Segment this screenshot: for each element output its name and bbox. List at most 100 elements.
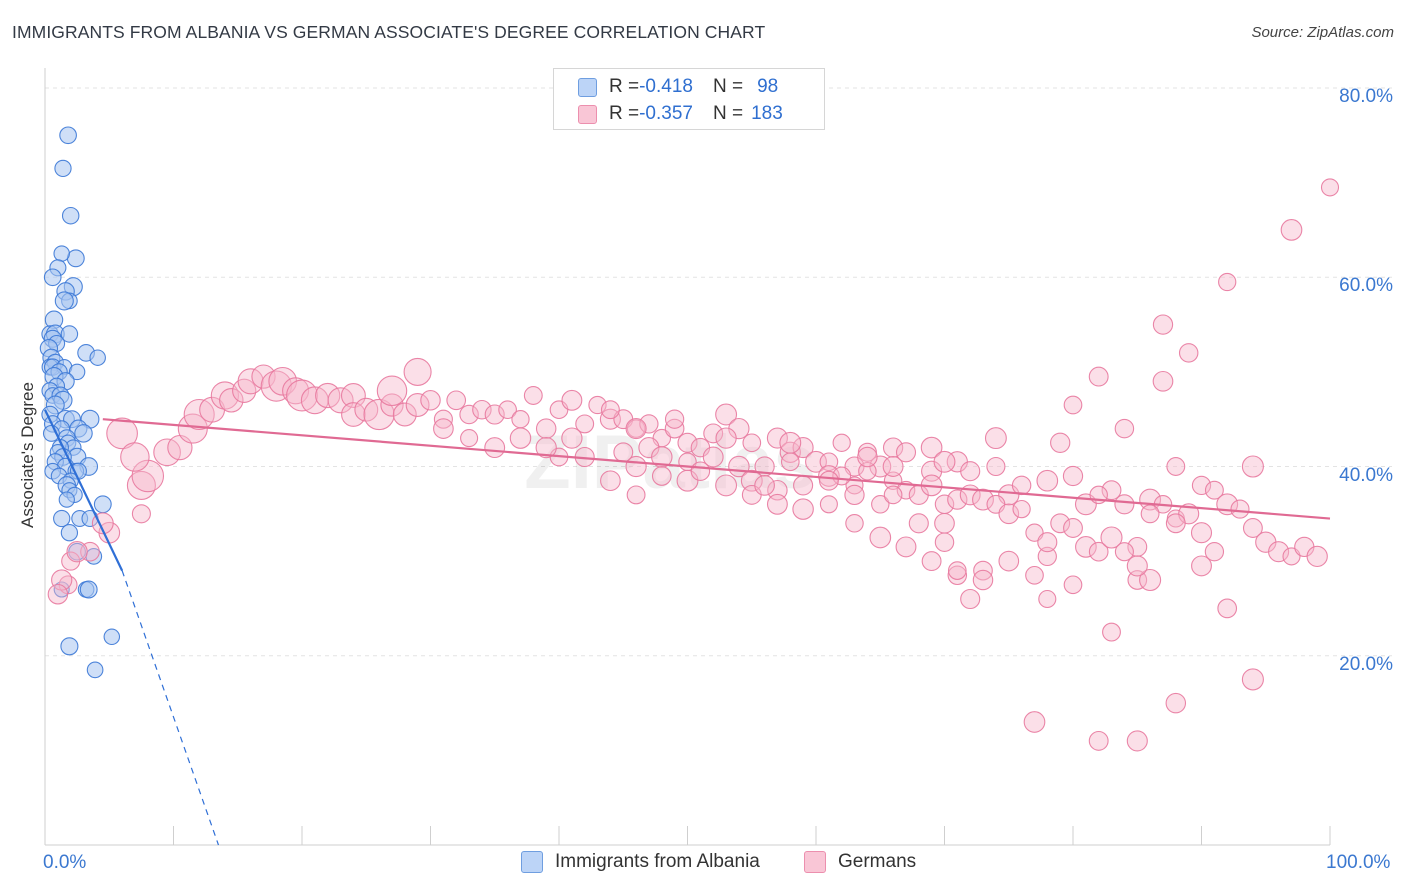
germans-point (819, 495, 838, 514)
y-tick-label: 80.0% (1339, 86, 1393, 107)
germans-point (1204, 542, 1225, 562)
germans-point (715, 474, 738, 497)
germans-point (47, 583, 69, 605)
germans-point (1075, 536, 1097, 558)
germans-point (575, 414, 595, 434)
x-tick-label-min: 0.0% (43, 852, 87, 873)
germans-point (920, 436, 943, 459)
germans-point (960, 461, 981, 482)
germans-point (998, 550, 1020, 572)
albania-point (66, 249, 85, 268)
germans-point (1062, 465, 1084, 487)
germans-point (883, 471, 903, 490)
albania-point (68, 363, 86, 381)
germans-point (1011, 475, 1032, 496)
germans-point (535, 436, 557, 459)
germans-point (1101, 480, 1122, 501)
germans-point (625, 418, 647, 440)
germans-point (1165, 692, 1187, 714)
germans-point (1050, 432, 1071, 453)
germans-point (1088, 541, 1109, 562)
albania-point (89, 349, 106, 366)
germans-point (1023, 711, 1046, 733)
germans-point (376, 375, 408, 407)
germans-point (766, 427, 788, 449)
germans-point (832, 433, 851, 452)
germans-trend-line (102, 418, 1331, 520)
germans-point (1230, 499, 1250, 519)
germans-point (715, 403, 738, 426)
germans-point (934, 532, 955, 552)
germans-point (1152, 314, 1174, 335)
albania-point (54, 159, 72, 178)
legend-item-albania: Immigrants from Albania (521, 851, 760, 873)
x-tick-label-max: 100.0% (1326, 852, 1391, 873)
legend-swatch-germans (804, 851, 826, 873)
germans-point (131, 504, 151, 524)
germans-point (363, 398, 395, 431)
germans-point (1165, 513, 1186, 534)
germans-point (1139, 568, 1162, 592)
germans-point (1178, 343, 1199, 363)
series-germans-points (47, 178, 1340, 752)
germans-point (1037, 532, 1058, 553)
legend-label-albania: Immigrants from Albania (555, 851, 760, 872)
germans-point (972, 569, 994, 591)
germans-point (1100, 526, 1123, 549)
germans-point (639, 414, 659, 434)
germans-point (947, 489, 968, 510)
germans-point (511, 410, 530, 429)
germans-point (120, 442, 150, 472)
germans-point (1114, 418, 1135, 439)
germans-point (818, 470, 839, 491)
germans-point (392, 402, 417, 427)
germans-point (1088, 366, 1109, 387)
germans-point (106, 417, 138, 450)
germans-point (895, 536, 917, 558)
germans-point (1038, 589, 1057, 609)
germans-point (984, 427, 1007, 450)
albania-point (79, 580, 98, 599)
germans-point (340, 383, 366, 408)
germans-point (1241, 668, 1264, 691)
germans-point (947, 561, 967, 580)
germans-point (613, 442, 634, 463)
r-value: -0.418 (639, 76, 693, 97)
albania-point (103, 628, 121, 646)
albania-point (60, 637, 79, 656)
germans-point (754, 475, 775, 496)
albania-point (60, 325, 79, 343)
germans-point (460, 429, 479, 448)
series-albania-points (39, 126, 121, 679)
albania-trend-extension (121, 570, 220, 846)
germans-point (1114, 494, 1135, 515)
germans-point (986, 456, 1006, 477)
germans-point (153, 438, 181, 467)
chart-source: Source: ZipAtlas.com (1251, 24, 1394, 41)
germans-point (433, 418, 454, 439)
n-label: N = (712, 103, 744, 124)
germans-point (780, 452, 800, 472)
germans-point (934, 512, 955, 534)
germans-point (792, 437, 814, 459)
albania-point (93, 495, 112, 514)
legend-item-germans: Germans (804, 851, 916, 873)
correlation-legend: R = -0.418 N = 98 R = -0.357 N = 183 (553, 68, 825, 130)
germans-point (857, 446, 878, 468)
albania-point (61, 206, 80, 225)
axes (44, 68, 1331, 846)
germans-point (779, 431, 802, 454)
germans-point (1204, 480, 1224, 500)
germans-point (66, 541, 88, 563)
germans-point (715, 427, 737, 449)
germans-point (651, 466, 672, 486)
germans-point (1063, 395, 1083, 415)
germans-point (960, 588, 981, 610)
germans-point (498, 400, 517, 420)
germans-point (921, 551, 942, 572)
germans-point (523, 386, 543, 405)
germans-point (690, 461, 711, 481)
y-tick-label: 40.0% (1339, 464, 1393, 486)
germans-point (793, 475, 814, 496)
germans-point (1102, 622, 1121, 642)
